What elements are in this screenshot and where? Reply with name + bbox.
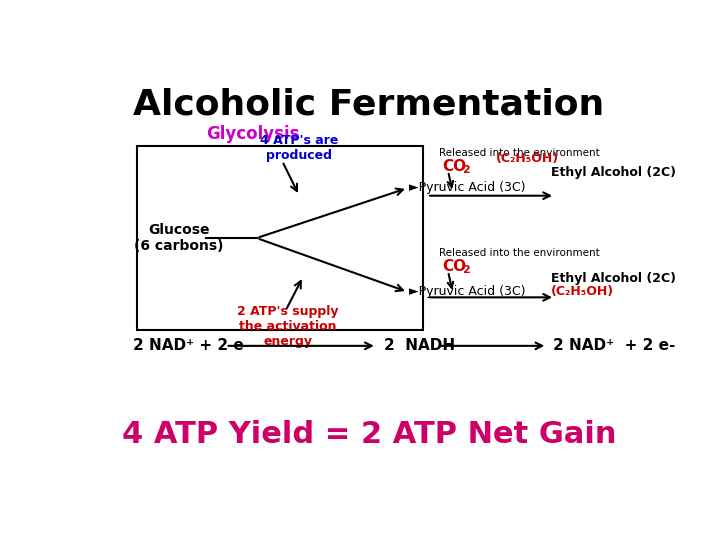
Text: (C₂H₅OH): (C₂H₅OH) <box>496 152 559 165</box>
Text: Glucose
(6 carbons): Glucose (6 carbons) <box>135 223 224 253</box>
Text: ►Pyruvic Acid (3C): ►Pyruvic Acid (3C) <box>409 181 526 194</box>
Text: Alcoholic Fermentation: Alcoholic Fermentation <box>133 88 605 122</box>
Text: 2 NAD⁺  + 2 e-: 2 NAD⁺ + 2 e- <box>553 339 675 353</box>
Text: Released into the environment: Released into the environment <box>438 148 600 158</box>
Text: 2  NADH: 2 NADH <box>384 339 456 353</box>
Text: 2 NAD⁺ + 2 e-: 2 NAD⁺ + 2 e- <box>132 339 250 353</box>
Text: ►Pyruvic Acid (3C): ►Pyruvic Acid (3C) <box>409 285 526 298</box>
Text: CO: CO <box>443 159 467 174</box>
Text: 2 ATP's supply
the activation
energy: 2 ATP's supply the activation energy <box>237 305 338 348</box>
Text: 2: 2 <box>462 165 469 174</box>
Bar <box>137 146 423 330</box>
Text: CO: CO <box>443 259 467 274</box>
Text: 2: 2 <box>462 265 469 275</box>
Text: (C₂H₅OH): (C₂H₅OH) <box>551 286 614 299</box>
Text: Glycolysis: Glycolysis <box>206 125 300 143</box>
Text: 4 ATP's are
produced: 4 ATP's are produced <box>260 134 338 162</box>
Text: Ethyl Alcohol (2C): Ethyl Alcohol (2C) <box>551 166 676 179</box>
Text: Released into the environment: Released into the environment <box>438 248 600 259</box>
Text: Ethyl Alcohol (2C): Ethyl Alcohol (2C) <box>551 272 676 285</box>
Text: 4 ATP Yield = 2 ATP Net Gain: 4 ATP Yield = 2 ATP Net Gain <box>122 420 616 449</box>
